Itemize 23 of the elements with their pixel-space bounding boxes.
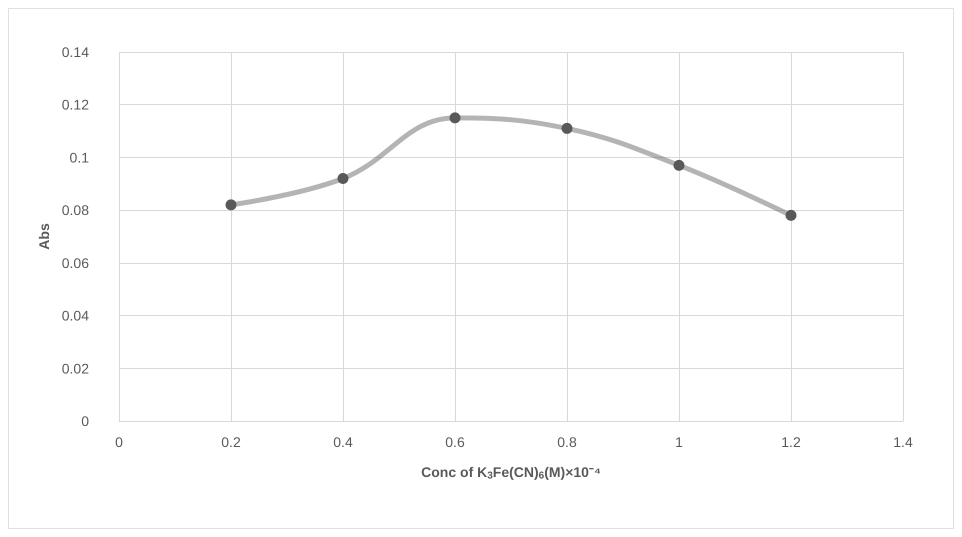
x-tick-label: 0 [115, 434, 124, 450]
y-tick-label: 0.06 [62, 254, 90, 271]
x-tick-label: 1 [675, 434, 684, 450]
x-tick-label: 0.6 [445, 434, 465, 450]
x-tick-label: 0.2 [221, 434, 241, 450]
point [450, 112, 460, 124]
y-tick-label: 0.12 [62, 96, 90, 113]
point [226, 199, 236, 210]
x-tick-label: 1.4 [893, 434, 913, 450]
point [562, 122, 572, 134]
x-tick-label: 0.8 [557, 434, 577, 450]
point [674, 160, 684, 171]
y-tick-label: 0 [81, 413, 90, 429]
y-axis-title: Abs [36, 223, 52, 250]
y-tick-label: 0.14 [62, 44, 90, 60]
point [786, 210, 796, 221]
y-tick-label: 0.1 [70, 149, 90, 166]
y-tick-label: 0.04 [62, 308, 90, 324]
point [338, 173, 348, 184]
y-tick-label: 0.02 [62, 360, 90, 376]
x-tick-label: 0.4 [333, 434, 353, 450]
y-tick-label: 0.08 [62, 202, 90, 218]
x-tick-label: 1.2 [781, 434, 801, 450]
